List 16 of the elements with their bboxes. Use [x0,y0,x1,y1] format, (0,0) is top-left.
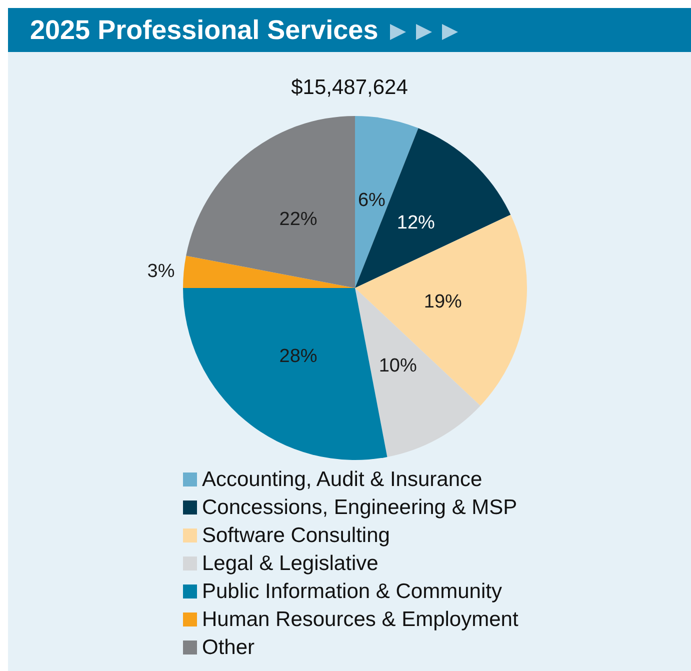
data-label: 22% [279,208,318,230]
legend-label: Concessions, Engineering & MSP [202,496,518,519]
data-label: 3% [147,260,175,282]
chart-title: 2025 Professional Services [30,15,378,45]
data-label: 10% [378,355,417,376]
legend-label: Other [202,636,255,659]
data-label: 28% [279,346,318,368]
legend-label: Software Consulting [202,524,390,547]
data-label: 6% [358,190,386,212]
legend-label: Legal & Legislative [202,552,378,575]
data-label: 12% [396,212,436,234]
chart-subtitle: $15,487,624 [291,76,408,99]
legend-label: Human Resources & Employment [202,608,518,631]
data-label: 19% [424,291,462,312]
legend-label: Public Information & Community [202,580,502,603]
legend-label: Accounting, Audit & Insurance [202,468,482,491]
